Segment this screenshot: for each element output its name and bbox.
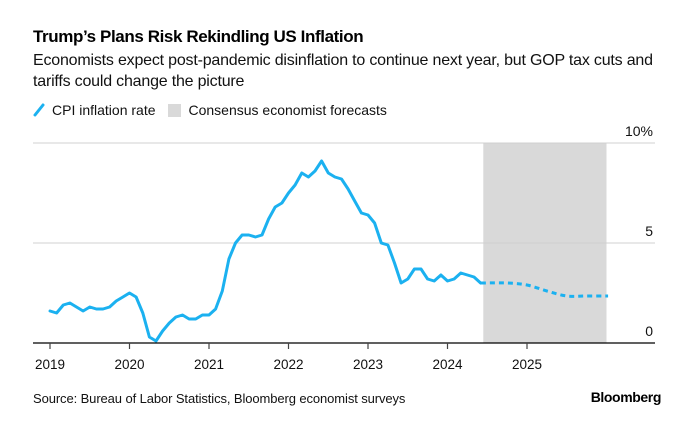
y-tick-label: 5 bbox=[645, 223, 653, 239]
swatch-icon bbox=[167, 103, 181, 117]
source-note: Source: Bureau of Labor Statistics, Bloo… bbox=[33, 391, 406, 406]
x-tick-label: 2021 bbox=[194, 357, 224, 372]
line-icon bbox=[33, 103, 45, 117]
chart-title: Trump’s Plans Risk Rekindling US Inflati… bbox=[33, 27, 364, 46]
y-tick-label: 0 bbox=[645, 323, 653, 339]
x-tick-label: 2020 bbox=[114, 357, 144, 372]
legend-item-forecast: Consensus economist forecasts bbox=[167, 102, 387, 118]
cpi-series-line bbox=[48, 159, 483, 343]
x-tick-label: 2022 bbox=[273, 357, 303, 372]
legend-item-cpi: CPI inflation rate bbox=[33, 102, 156, 118]
legend: CPI inflation rate Consensus economist f… bbox=[33, 102, 399, 118]
legend-label-forecast: Consensus economist forecasts bbox=[188, 102, 387, 118]
forecast-series-line bbox=[480, 281, 609, 298]
x-tick-label: 2019 bbox=[35, 357, 65, 372]
y-tick-label: 10% bbox=[625, 123, 653, 139]
legend-label-cpi: CPI inflation rate bbox=[52, 102, 156, 118]
chart-subtitle: Economists expect post-pandemic disinfla… bbox=[33, 52, 653, 90]
x-tick-label: 2025 bbox=[512, 357, 542, 372]
x-tick-label: 2024 bbox=[432, 357, 463, 372]
x-tick-label: 2023 bbox=[353, 357, 383, 372]
brand-logo: Bloomberg bbox=[590, 389, 662, 405]
